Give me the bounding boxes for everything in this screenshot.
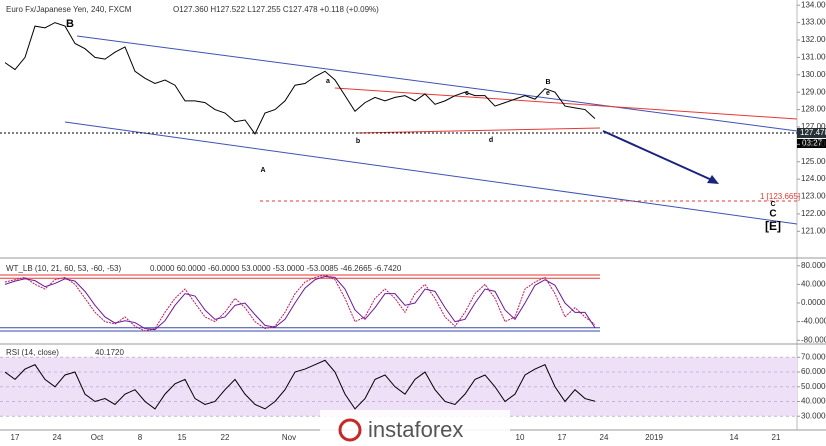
watermark-logo <box>338 418 362 442</box>
x-tick-label: 15 <box>178 433 187 442</box>
y-tick-label: 134.0000 <box>801 0 826 9</box>
y-tick-label: 124.0000 <box>801 174 826 183</box>
y-tick-label: 30.0000 <box>801 411 826 420</box>
wave-label: c <box>465 90 469 97</box>
y-tick-label: -80.0000 <box>801 335 826 344</box>
x-tick-label: 22 <box>221 433 230 442</box>
y-tick-label: 129.0000 <box>801 87 826 96</box>
countdown-box <box>797 139 826 148</box>
trend-line <box>356 127 601 134</box>
symbol: Euro Fx/Japanese Yen, 240, FXCM <box>6 5 132 14</box>
x-tick-label: 24 <box>53 433 62 442</box>
y-tick-label: 125.0000 <box>801 157 826 166</box>
y-tick-label: 130.0000 <box>801 70 826 79</box>
forecast-arrow <box>602 130 715 182</box>
y-tick-label: 121.0000 <box>801 226 826 235</box>
ohlc: O127.360 H127.522 L127.255 C127.478 +0.1… <box>173 5 379 14</box>
y-tick-label: 60.0000 <box>801 367 826 376</box>
arrow-head <box>707 175 719 184</box>
y-tick-label: 132.0000 <box>801 35 826 44</box>
y-tick-label: 40.0000 <box>801 397 826 406</box>
wave-label: A <box>260 167 265 174</box>
y-tick-label: 40.0000 <box>801 279 826 288</box>
y-tick-label: 133.0000 <box>801 18 826 27</box>
trend-line <box>334 87 798 120</box>
x-tick-label: 24 <box>600 433 609 442</box>
price-box <box>797 128 826 138</box>
x-tick-label: 17 <box>11 433 20 442</box>
x-tick-label: 17 <box>558 433 567 442</box>
target-label: 1 [123.665] <box>760 192 800 201</box>
x-tick-label: 8 <box>138 433 143 442</box>
wave-label: d <box>489 137 493 144</box>
wave-label: C <box>770 201 775 208</box>
wt-values: 0.0000 60.0000 -60.0000 53.0000 -53.0000… <box>150 264 402 273</box>
x-tick-label: 21 <box>772 433 781 442</box>
y-tick-label: 50.0000 <box>801 382 826 391</box>
watermark: instaforex <box>368 417 463 442</box>
x-tick-label: Nov <box>282 433 296 442</box>
wave-label: e <box>546 90 550 97</box>
wt-title: WT_LB (10, 21, 60, 53, -60, -53) <box>6 264 122 273</box>
y-tick-label: 70.0000 <box>801 352 826 361</box>
y-tick-label: 0.0000 <box>801 298 826 307</box>
channel-line <box>64 121 798 225</box>
countdown: 03:27 <box>802 139 823 148</box>
y-tick-label: 80.0000 <box>801 261 826 270</box>
y-tick-label: 127.0000 <box>801 122 826 131</box>
wave-label: [E] <box>765 219 781 233</box>
y-tick-label: 128.0000 <box>801 105 826 114</box>
y-tick-label: 126.0000 <box>801 139 826 148</box>
y-tick-label: 131.0000 <box>801 53 826 62</box>
series-line <box>4 275 596 331</box>
wave-label: B <box>545 79 550 86</box>
wave-label: b <box>356 138 360 145</box>
channel-line <box>76 35 798 132</box>
rsi-title: RSI (14, close) <box>6 348 59 357</box>
rsi-value: 40.1720 <box>95 348 124 357</box>
y-tick-label: 122.0000 <box>801 209 826 218</box>
series-line <box>4 359 596 410</box>
x-tick-label: 14 <box>730 433 739 442</box>
y-tick-label: -40.0000 <box>801 317 826 326</box>
x-tick-label: Oct <box>91 433 104 442</box>
series-line <box>4 22 596 135</box>
wave-label: C <box>769 209 776 220</box>
last-price: 127.478 <box>800 128 826 137</box>
x-tick-label: 10 <box>516 433 525 442</box>
x-tick-label: 2019 <box>645 433 663 442</box>
wave-label: a <box>326 78 330 85</box>
y-tick-label: 123.0000 <box>801 192 826 201</box>
wave-label: B <box>66 18 74 30</box>
